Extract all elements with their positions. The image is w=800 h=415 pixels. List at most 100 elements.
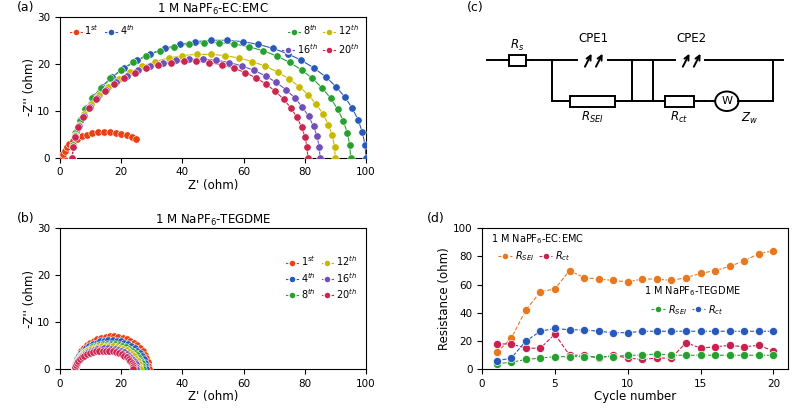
Point	[84, 339, 97, 346]
Point	[70, 359, 82, 365]
Point	[324, 95, 337, 102]
Text: 1 M NaPF$_6$-EC:EMC: 1 M NaPF$_6$-EC:EMC	[491, 232, 584, 246]
X-axis label: Z' (ohm): Z' (ohm)	[188, 179, 238, 192]
Point	[680, 328, 693, 334]
Point	[120, 73, 133, 79]
Point	[110, 337, 123, 344]
Point	[246, 58, 259, 65]
Point	[636, 276, 649, 282]
Point	[118, 339, 131, 346]
Point	[128, 359, 141, 366]
Point	[108, 346, 121, 352]
Point	[168, 43, 181, 50]
Point	[505, 341, 518, 347]
Point	[124, 358, 137, 364]
Point	[66, 138, 79, 144]
Point	[108, 333, 121, 340]
Point	[592, 355, 605, 361]
Point	[124, 337, 137, 344]
Y-axis label: Resistance (ohm): Resistance (ohm)	[438, 247, 451, 350]
Point	[75, 133, 88, 140]
Point	[66, 154, 78, 161]
Point	[102, 83, 114, 90]
Point	[130, 364, 142, 370]
Point	[314, 154, 326, 161]
Point	[709, 352, 722, 359]
Point	[82, 345, 95, 352]
Point	[270, 53, 283, 59]
Point	[103, 129, 116, 135]
Point	[215, 61, 228, 68]
Legend: 1$^{st}$, 4$^{th}$, 8$^{th}$, 12$^{th}$, 16$^{th}$, 20$^{th}$: 1$^{st}$, 4$^{th}$, 8$^{th}$, 12$^{th}$,…	[282, 251, 361, 305]
Point	[133, 354, 146, 361]
Point	[111, 347, 124, 353]
Point	[549, 353, 562, 360]
Point	[76, 354, 89, 361]
Point	[694, 352, 707, 359]
Point	[69, 366, 82, 373]
Point	[158, 45, 171, 52]
Point	[66, 143, 79, 150]
Point	[72, 358, 85, 364]
Point	[130, 361, 142, 368]
Point	[126, 347, 138, 354]
Point	[139, 366, 152, 373]
Point	[738, 344, 750, 350]
Point	[282, 51, 294, 57]
Point	[152, 61, 165, 68]
Point	[128, 349, 141, 356]
Point	[60, 144, 73, 151]
Point	[120, 354, 133, 361]
Point	[136, 363, 149, 370]
Point	[81, 342, 94, 349]
Point	[131, 347, 144, 354]
Point	[665, 328, 678, 334]
Point	[592, 276, 605, 282]
Point	[123, 69, 136, 76]
Point	[127, 59, 140, 66]
Point	[130, 136, 142, 143]
Point	[490, 341, 503, 347]
Point	[104, 75, 117, 82]
Point	[66, 142, 79, 148]
Point	[114, 338, 127, 345]
Point	[85, 101, 98, 107]
Point	[102, 337, 115, 344]
Point	[69, 362, 82, 369]
Point	[223, 59, 236, 66]
Point	[650, 351, 663, 357]
Point	[125, 354, 138, 361]
Point	[125, 343, 138, 349]
Point	[218, 52, 231, 59]
Point	[82, 347, 94, 354]
Point	[80, 345, 93, 352]
Point	[118, 65, 130, 71]
Point	[72, 124, 85, 130]
Point	[75, 348, 88, 354]
Point	[106, 337, 119, 344]
Point	[121, 351, 134, 357]
Point	[135, 360, 148, 367]
Point	[100, 86, 113, 93]
Point	[66, 154, 78, 161]
Point	[70, 129, 82, 136]
Point	[106, 343, 119, 349]
Point	[210, 57, 222, 63]
Point	[205, 37, 218, 44]
Point	[753, 352, 766, 359]
Point	[66, 144, 79, 150]
Point	[57, 154, 70, 161]
Point	[622, 278, 634, 285]
Point	[680, 274, 693, 281]
Point	[190, 51, 203, 58]
Point	[70, 135, 83, 142]
Point	[563, 327, 576, 333]
Point	[112, 76, 125, 82]
Point	[70, 360, 82, 367]
Point	[149, 58, 162, 65]
Point	[259, 63, 272, 70]
Point	[344, 154, 357, 161]
Point	[578, 352, 590, 359]
Point	[490, 349, 503, 356]
Point	[83, 103, 96, 110]
